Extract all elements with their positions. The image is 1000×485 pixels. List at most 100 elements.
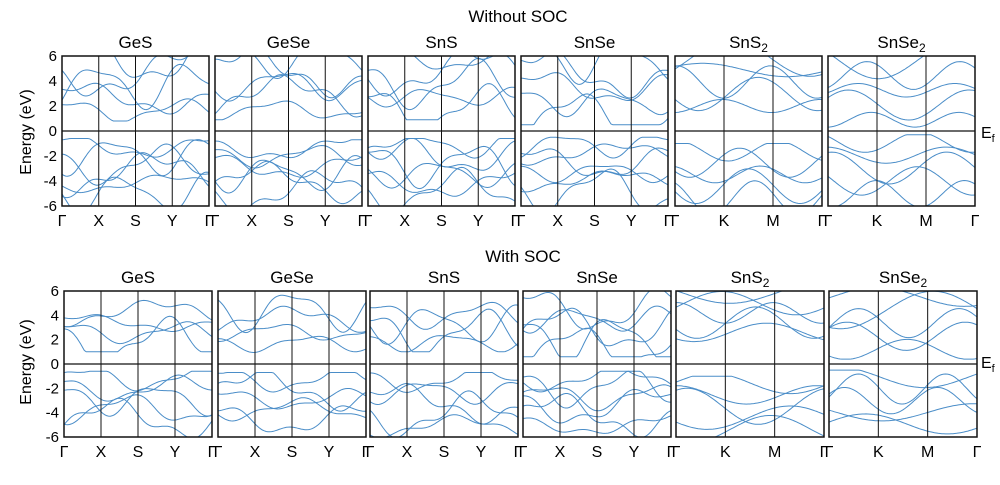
panel-frame	[828, 290, 978, 438]
kpoint-label: Γ	[514, 444, 523, 461]
band-line	[828, 151, 975, 185]
band-line	[676, 322, 824, 343]
panels-layer: GeS Γ X S Y Γ 6 4 2 0 -2 -4 -6 GeSe Γ X S Y Γ SnS Γ X S Y Γ SnSe Γ…	[44, 33, 982, 461]
y-tick-label: -4	[46, 405, 59, 422]
bands	[675, 56, 822, 206]
panel-1-5: SnSe2 Γ K M Γ	[825, 268, 982, 461]
panel-0-2: SnS Γ X S Y Γ	[364, 33, 520, 230]
band-line	[676, 387, 824, 425]
kpoint-label: Γ	[362, 444, 371, 461]
panel-frame	[217, 290, 367, 438]
kpoint-label: S	[592, 444, 603, 461]
band-line	[828, 146, 975, 164]
kpoint-label: Γ	[60, 444, 69, 461]
band-line	[713, 415, 824, 437]
y-tick-label: 2	[51, 332, 59, 349]
band-line	[676, 306, 824, 339]
kpoint-label: Γ	[364, 213, 373, 230]
band-line	[675, 147, 822, 178]
band-line	[676, 302, 824, 324]
panel-title: SnS	[425, 33, 457, 52]
panel-title: GeS	[121, 268, 155, 287]
y-tick-label: -6	[44, 198, 57, 215]
band-line	[828, 89, 975, 121]
band-line	[829, 387, 977, 415]
panel-frame	[369, 290, 519, 438]
kpoint-label: K	[873, 444, 884, 461]
kpoint-label: Γ	[664, 213, 673, 230]
kpoint-label: X	[250, 444, 261, 461]
panel-0-0: GeS Γ X S Y Γ 6 4 2 0 -2 -4 -6	[44, 33, 214, 230]
kpoint-label: Γ	[208, 444, 217, 461]
kpoint-label: Γ	[366, 444, 375, 461]
panel-1-0: GeS Γ X S Y Γ 6 4 2 0 -2 -4 -6	[46, 268, 217, 461]
panel-frame	[367, 55, 516, 207]
fermi-label-bottom: Ef	[981, 355, 996, 375]
kpoint-label: X	[96, 444, 107, 461]
band-line	[675, 180, 822, 206]
panel-title: GeS	[118, 33, 152, 52]
kpoint-label: X	[555, 444, 566, 461]
y-tick-label: 0	[51, 356, 59, 373]
kpoint-label: Y	[320, 213, 331, 230]
panel-title: SnS2	[731, 268, 770, 290]
panel-title: SnSe	[574, 33, 616, 52]
y-axis-title-top: Energy (eV)	[18, 89, 35, 174]
y-tick-label: 2	[49, 98, 57, 115]
kpoint-label: X	[93, 213, 104, 230]
band-line	[829, 373, 977, 405]
kpoint-label: S	[436, 213, 447, 230]
band-line	[829, 291, 977, 330]
fermi-label-top: Ef	[981, 125, 996, 145]
panel-frame	[520, 55, 669, 207]
bands	[676, 291, 824, 437]
y-tick-label: -6	[46, 429, 59, 446]
band-line	[676, 291, 824, 316]
kpoint-label: K	[719, 213, 730, 230]
panel-frame	[522, 290, 672, 438]
band-line	[828, 61, 975, 90]
band-line	[675, 98, 822, 113]
kpoint-label: Γ	[818, 213, 827, 230]
panel-title: GeSe	[270, 268, 313, 287]
kpoint-label: Γ	[517, 213, 526, 230]
band-line	[675, 56, 822, 77]
band-line	[675, 76, 822, 112]
panel-0-3: SnSe Γ X S Y Γ	[517, 33, 673, 230]
band-line	[829, 403, 977, 422]
band-line	[676, 405, 824, 430]
panel-frame	[827, 55, 976, 207]
kpoint-label: S	[439, 444, 450, 461]
panel-title: SnS	[428, 268, 460, 287]
kpoint-label: Γ	[519, 444, 528, 461]
kpoint-label: M	[921, 444, 934, 461]
panel-frame	[61, 55, 210, 207]
y-tick-label: 6	[51, 283, 59, 300]
kpoint-label: K	[720, 444, 731, 461]
band-line	[676, 375, 824, 395]
kpoint-label: S	[130, 213, 141, 230]
y-tick-label: -4	[44, 173, 57, 190]
band-line	[828, 83, 975, 98]
panel-frame	[63, 290, 213, 438]
fermi-label-sub: f	[992, 363, 996, 375]
kpoint-label: M	[919, 213, 932, 230]
band-line	[828, 134, 975, 153]
kpoint-label: Y	[324, 444, 335, 461]
band-line	[829, 369, 977, 389]
kpoint-label: Γ	[511, 213, 520, 230]
band-line	[828, 111, 975, 128]
kpoint-label: X	[552, 213, 563, 230]
kpoint-label: Y	[476, 444, 487, 461]
panel-1-1: GeSe Γ X S Y Γ	[214, 268, 371, 461]
kpoint-label: Γ	[211, 213, 220, 230]
band-line	[675, 65, 822, 99]
panel-title: SnSe	[576, 268, 618, 287]
y-tick-label: 4	[49, 73, 57, 90]
band-line	[676, 385, 824, 405]
kpoint-label: Γ	[672, 444, 681, 461]
kpoint-label: Y	[629, 444, 640, 461]
band-line	[675, 62, 822, 78]
panel-0-1: GeSe Γ X S Y Γ	[211, 33, 367, 230]
